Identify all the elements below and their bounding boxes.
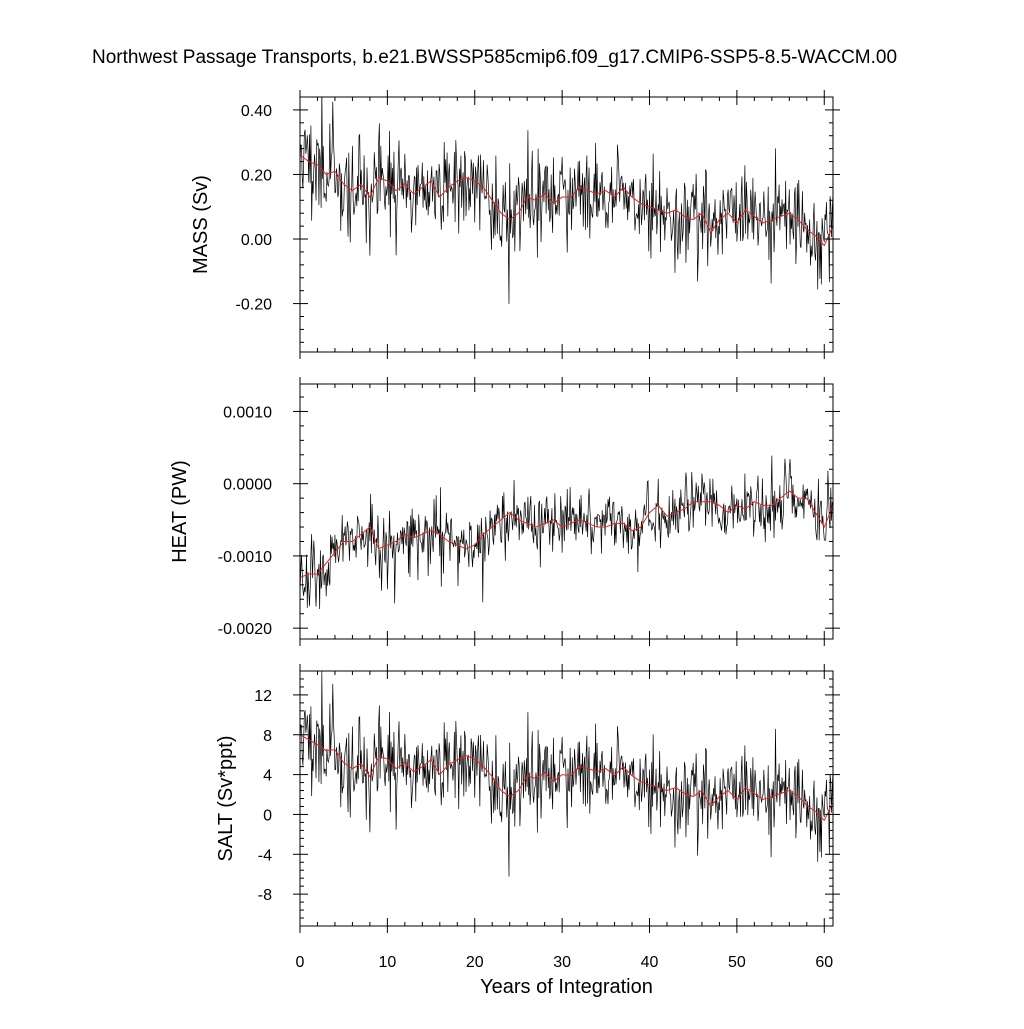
mass-annual-series-line bbox=[300, 154, 833, 247]
salt-y-tick-label: -4 bbox=[258, 847, 272, 864]
x-tick-label: 60 bbox=[815, 954, 833, 971]
salt-y-tick-label: 4 bbox=[263, 768, 272, 785]
heat-y-tick-label: 0.0000 bbox=[223, 477, 272, 494]
x-tick-label: 40 bbox=[641, 954, 659, 971]
heat-y-tick-label: -0.0010 bbox=[218, 549, 272, 566]
chart-title: Northwest Passage Transports, b.e21.BWSS… bbox=[92, 47, 898, 68]
heat-monthly-series-line bbox=[300, 455, 833, 609]
mass-y-tick-label: -0.20 bbox=[236, 297, 273, 314]
x-tick-label: 50 bbox=[728, 954, 746, 971]
heat-axes-frame bbox=[299, 383, 834, 640]
x-tick-label: 10 bbox=[378, 954, 396, 971]
salt-y-tick-label: 8 bbox=[263, 728, 272, 745]
salt-annual-series-line bbox=[300, 734, 833, 822]
x-tick-label: 20 bbox=[466, 954, 484, 971]
heat-y-tick-label: 0.0010 bbox=[223, 404, 272, 421]
mass-monthly-series-line bbox=[300, 97, 833, 304]
mass-y-tick-label: 0.20 bbox=[241, 167, 272, 184]
x-tick-label: 0 bbox=[296, 954, 305, 971]
mass-y-tick-label: 0.40 bbox=[241, 103, 272, 120]
x-tick-label: 30 bbox=[553, 954, 571, 971]
salt-y-tick-label: -8 bbox=[258, 887, 272, 904]
heat-annual-series-line bbox=[300, 490, 833, 579]
mass-axes-frame bbox=[299, 96, 834, 353]
salt-monthly-series-line bbox=[300, 671, 833, 877]
heat-y-axis-label: HEAT (PW) bbox=[169, 460, 191, 563]
mass-y-axis-label: MASS (Sv) bbox=[190, 175, 212, 274]
salt-y-axis-label: SALT (Sv*ppt) bbox=[215, 736, 237, 862]
salt-y-tick-label: 12 bbox=[254, 688, 272, 705]
mass-y-tick-label: 0.00 bbox=[241, 232, 272, 249]
salt-y-tick-label: 0 bbox=[263, 807, 272, 824]
heat-y-tick-label: -0.0020 bbox=[218, 621, 272, 638]
x-axis-label: Years of Integration bbox=[480, 976, 653, 998]
